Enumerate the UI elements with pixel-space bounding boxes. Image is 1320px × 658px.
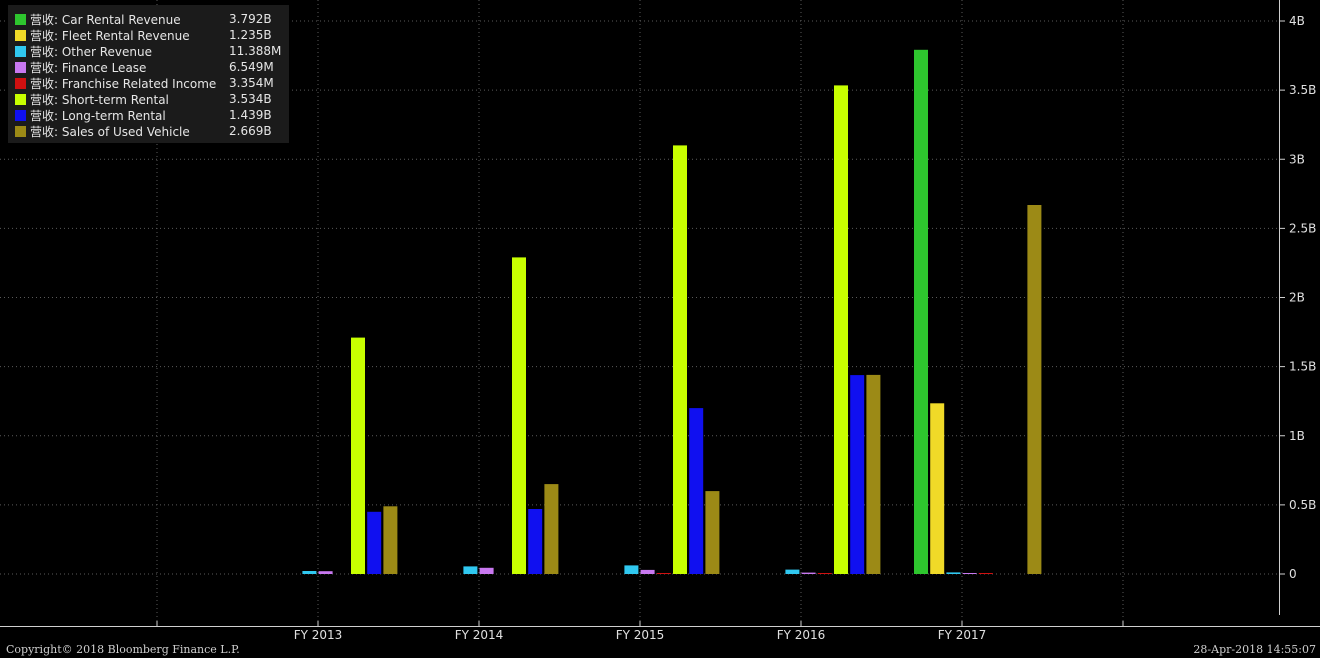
x-tick-label: FY 2016 <box>777 628 826 642</box>
y-tick-label: 0.5B <box>1289 498 1316 512</box>
bar <box>624 565 639 574</box>
legend-item: 营收: Fleet Rental Revenue 1.235B <box>15 27 281 43</box>
bar <box>351 337 365 574</box>
legend-label: 营收: Other Revenue <box>30 44 153 59</box>
bar <box>801 572 816 574</box>
legend-item: 营收: Franchise Related Income 3.354M <box>15 75 281 91</box>
y-tick-label: 1.5B <box>1289 360 1316 374</box>
legend-value: 3.354M <box>229 76 274 90</box>
bar <box>640 569 655 574</box>
legend-swatch <box>15 61 26 73</box>
bar <box>817 573 832 574</box>
bar <box>866 374 881 574</box>
bar <box>930 403 945 574</box>
bars <box>302 49 1042 575</box>
legend-value: 6.549M <box>229 60 274 74</box>
bar <box>785 569 800 574</box>
y-tick-label: 0 <box>1289 567 1297 581</box>
legend-swatch <box>15 13 26 25</box>
y-tick-label: 3B <box>1289 152 1305 166</box>
legend-item: 营收: Sales of Used Vehicle 2.669B <box>15 123 281 139</box>
y-tick-label: 2.5B <box>1289 221 1316 235</box>
bar <box>978 573 993 574</box>
copyright-text: Copyright© 2018 Bloomberg Finance L.P. <box>6 643 240 656</box>
legend-item: 营收: Other Revenue 11.388M <box>15 43 281 59</box>
bar <box>834 85 848 575</box>
bar <box>962 573 977 574</box>
bar <box>850 375 865 574</box>
bar <box>656 573 671 574</box>
legend-label: 营收: Short-term Rental <box>30 92 169 107</box>
legend-label: 营收: Sales of Used Vehicle <box>30 124 190 139</box>
legend-label: 营收: Car Rental Revenue <box>30 12 181 27</box>
legend-swatch <box>15 125 26 137</box>
legend-label: 营收: Long-term Rental <box>30 108 166 123</box>
legend-value: 1.439B <box>229 108 272 122</box>
bar <box>946 572 961 574</box>
x-tick-label: FY 2017 <box>938 628 987 642</box>
x-tick-label: FY 2015 <box>616 628 665 642</box>
y-tick-label: 2B <box>1289 291 1305 305</box>
legend: 营收: Car Rental Revenue 3.792B 营收: Fleet Re… <box>8 5 290 143</box>
legend-label: 营收: Franchise Related Income <box>30 76 217 91</box>
bar <box>673 145 687 574</box>
y-tick-label: 1B <box>1289 429 1305 443</box>
legend-item: 营收: Short-term Rental 3.534B <box>15 91 281 107</box>
timestamp-text: 28-Apr-2018 14:55:07 <box>1193 643 1316 656</box>
legend-value: 3.792B <box>229 12 272 26</box>
legend-value: 2.669B <box>229 124 272 138</box>
legend-swatch <box>15 77 26 89</box>
bar <box>914 49 928 575</box>
legend-value: 3.534B <box>229 92 272 106</box>
bar <box>463 566 478 574</box>
bar <box>383 506 398 574</box>
bar <box>1027 205 1042 574</box>
x-tick-label: FY 2014 <box>455 628 504 642</box>
bar <box>479 567 494 574</box>
legend-item: 营收: Finance Lease 6.549M <box>15 59 281 75</box>
bar <box>302 571 317 574</box>
y-tick-label: 4B <box>1289 14 1305 28</box>
legend-label: 营收: Fleet Rental Revenue <box>30 28 190 43</box>
bar <box>705 491 720 574</box>
bar <box>318 571 333 574</box>
axes <box>0 0 1320 627</box>
legend-label: 营收: Finance Lease <box>30 60 147 75</box>
legend-swatch <box>15 45 26 57</box>
bar <box>512 257 526 574</box>
bar <box>689 408 704 574</box>
y-tick-label: 3.5B <box>1289 83 1316 97</box>
legend-swatch <box>15 109 26 121</box>
x-tick-label: FY 2013 <box>294 628 343 642</box>
bar <box>528 509 543 574</box>
legend-swatch <box>15 93 26 105</box>
legend-swatch <box>15 29 26 41</box>
legend-item: 营收: Car Rental Revenue 3.792B <box>15 11 281 27</box>
x-axis-ticks: FY 2013 FY 2014 FY 2015 FY 2016 FY 2017 <box>156 621 1124 642</box>
bar <box>544 484 559 574</box>
y-axis-ticks: 0 0.5B 1B 1.5B 2B 2.5B 3B 3.5B 4B <box>1279 14 1316 581</box>
bar <box>367 511 382 574</box>
legend-value: 1.235B <box>229 28 272 42</box>
legend-value: 11.388M <box>229 44 282 58</box>
legend-item: 营收: Long-term Rental 1.439B <box>15 107 281 123</box>
